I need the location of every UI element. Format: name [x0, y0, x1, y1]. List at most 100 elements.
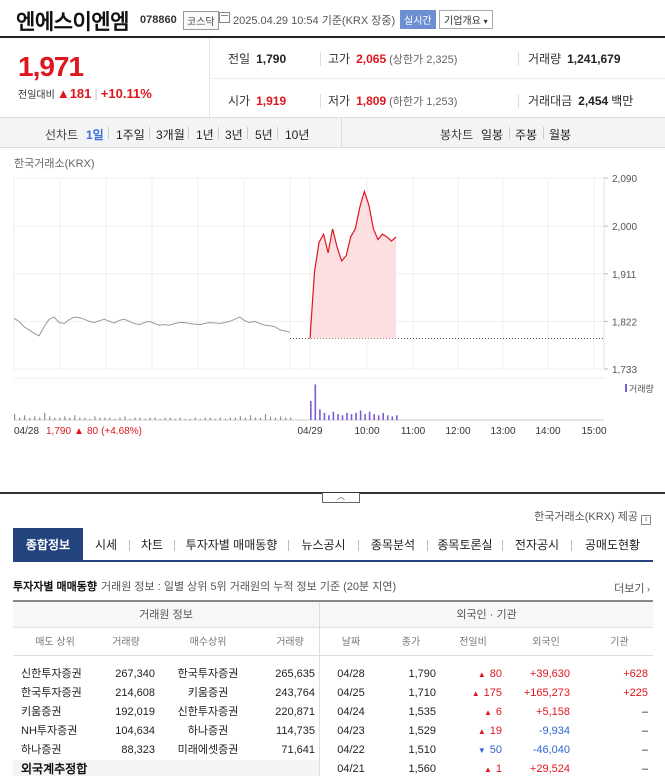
- stock-code: 078860: [140, 14, 177, 26]
- sell-volume: 267,340: [115, 668, 155, 680]
- period-1w[interactable]: 1주일: [116, 128, 145, 142]
- x-tick-label: 13:00: [490, 426, 515, 437]
- volume-bar: [139, 417, 141, 420]
- tab-short-selling[interactable]: 공매도현황: [584, 538, 641, 552]
- volume-bar: [239, 416, 241, 420]
- candle-monthly[interactable]: 월봉: [549, 128, 572, 142]
- tab-chart[interactable]: 차트: [140, 538, 164, 552]
- buy-broker[interactable]: 한국투자증권: [177, 668, 239, 680]
- company-info-dropdown[interactable]: 기업개요 ▾: [439, 10, 493, 29]
- sell-broker[interactable]: NH투자증권: [21, 725, 78, 737]
- sell-broker[interactable]: 키움증권: [21, 706, 62, 718]
- collapse-chart-button[interactable]: ︿: [322, 493, 360, 503]
- volume-bar: [149, 417, 151, 420]
- flow-institution: –: [641, 763, 648, 775]
- volume-bar: [269, 416, 272, 420]
- volume-bar: [174, 418, 176, 420]
- tab-overview[interactable]: 종합정보: [13, 528, 83, 562]
- x-tick-label: 14:00: [535, 426, 560, 437]
- volume-bar: [396, 415, 398, 421]
- volume-bar: [154, 417, 156, 420]
- flow-close: 1,710: [408, 687, 436, 699]
- calendar-icon: [219, 12, 230, 23]
- chart-period-bar: 선차트 1일 1주일 3개월 1년 3년 5년 10년 봉차트 일봉 주봉 월봉: [0, 118, 665, 148]
- foreign-total-label: 외국계추정합: [13, 760, 319, 776]
- period-3m[interactable]: 3개월: [156, 128, 185, 142]
- candle-daily[interactable]: 일봉: [481, 128, 504, 142]
- volume-bar: [234, 417, 236, 420]
- buy-volume: 265,635: [275, 668, 315, 680]
- prev-day-pct: (+4.68%): [101, 426, 142, 437]
- flow-diff-value: 6: [495, 706, 502, 718]
- high-value: 2,065: [356, 52, 387, 66]
- tab-discussion[interactable]: 종목토론실: [437, 538, 493, 552]
- flow-foreign: +39,630: [529, 668, 570, 680]
- period-1d[interactable]: 1일: [86, 128, 104, 142]
- y-tick-label: 2,090: [612, 174, 637, 185]
- flow-diff-value: 80: [489, 668, 502, 680]
- low-value: 1,809: [356, 94, 387, 108]
- volume-bar: [346, 412, 348, 420]
- x-tick-label: 12:00: [445, 426, 470, 437]
- volume-bar: [259, 417, 262, 420]
- flow-diff: ▼ 50: [440, 741, 502, 759]
- divider: [320, 94, 321, 108]
- volume-bar: [219, 417, 221, 420]
- divider: |: [94, 86, 98, 101]
- divider: [518, 52, 519, 66]
- open-value: 1,919: [256, 94, 287, 108]
- candle-weekly[interactable]: 주봉: [515, 128, 538, 142]
- up-arrow-icon: ▲: [74, 426, 84, 437]
- volume-bar: [323, 412, 326, 420]
- flow-institution: –: [641, 706, 648, 718]
- buy-broker[interactable]: 신한투자증권: [177, 706, 239, 718]
- investor-section-header: 투자자별 매매동향 거래원 정보 : 일별 상위 5위 거래원의 누적 정보 기준…: [13, 578, 653, 594]
- line-chart-label: 선차트: [45, 128, 79, 142]
- low-label: 저가: [328, 94, 351, 108]
- tab-investor-trend[interactable]: 투자자별 매매동향: [185, 538, 278, 552]
- chevron-right-icon: ›: [644, 584, 650, 594]
- period-5y[interactable]: 5년: [255, 128, 273, 142]
- divider: [149, 127, 150, 139]
- realtime-button[interactable]: 실시간: [400, 10, 436, 29]
- sell-broker[interactable]: 신한투자증권: [21, 668, 82, 680]
- tab-disclosure[interactable]: 전자공시: [514, 538, 560, 552]
- volume-bar: [44, 412, 46, 420]
- flow-date: 04/22: [337, 744, 365, 756]
- volume-bar: [184, 418, 186, 420]
- sell-volume: 88,323: [121, 744, 155, 756]
- divider: [247, 127, 248, 139]
- tab-analysis[interactable]: 종목분석: [370, 538, 416, 552]
- sell-broker[interactable]: 하나증권: [21, 744, 62, 756]
- volume-bar: [114, 418, 116, 420]
- period-3y[interactable]: 3년: [225, 128, 243, 142]
- section-title: 투자자별 매매동향: [13, 581, 98, 593]
- buy-broker[interactable]: 키움증권: [187, 687, 229, 699]
- divider: [277, 127, 278, 139]
- volume-bar: [144, 418, 146, 420]
- col-institution: 기관: [586, 629, 653, 656]
- buy-broker[interactable]: 하나증권: [187, 725, 229, 737]
- tab-price[interactable]: 시세: [94, 538, 118, 552]
- info-icon[interactable]: i: [641, 515, 651, 525]
- divider: [427, 540, 428, 551]
- more-link[interactable]: 더보기 ›: [614, 580, 650, 596]
- tab-news[interactable]: 뉴스공시: [301, 538, 346, 552]
- flow-close: 1,510: [408, 744, 436, 756]
- volume-bar: [391, 416, 394, 420]
- down-arrow-icon: ▼: [477, 746, 486, 755]
- period-10y[interactable]: 10년: [285, 128, 310, 142]
- volume-bar: [39, 417, 41, 420]
- volume-bar: [350, 414, 353, 420]
- market-badge: 코스닥: [183, 11, 219, 30]
- col-sell-top: 매도 상위: [13, 629, 97, 656]
- y-tick-label: 1,911: [612, 270, 637, 281]
- volume-bar: [249, 415, 252, 421]
- price-chart[interactable]: 한국거래소(KRX) 2,090 2,000 1,911 1,822 1,733 거래량 04…: [0, 150, 665, 450]
- volume-bar: [290, 417, 292, 420]
- sell-broker[interactable]: 한국투자증권: [21, 687, 82, 699]
- y-tick-label: 1,822: [612, 317, 637, 328]
- period-1y[interactable]: 1년: [196, 128, 214, 142]
- flow-diff-value: 175: [483, 687, 502, 699]
- buy-broker[interactable]: 미래에셋증권: [177, 744, 239, 756]
